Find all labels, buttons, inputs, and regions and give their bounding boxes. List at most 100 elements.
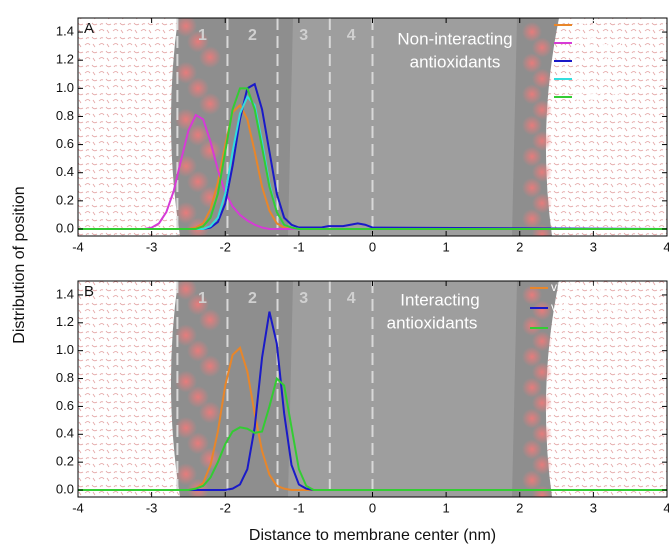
headgroup — [522, 84, 542, 105]
headgroup — [522, 408, 542, 429]
y-tick-label: 0.8 — [56, 108, 74, 123]
legend-label: vitE [+quercetin] — [551, 300, 637, 314]
membrane-core — [288, 281, 517, 497]
headgroup — [175, 416, 197, 439]
region-label: 3 — [299, 290, 308, 307]
headgroup — [199, 447, 221, 470]
headgroup — [199, 92, 221, 115]
series-line — [78, 311, 667, 492]
headgroup — [532, 362, 552, 383]
region-label: 2 — [248, 27, 257, 44]
y-tick-label: 1.4 — [56, 24, 74, 39]
headgroup — [175, 324, 197, 347]
x-tick-label: -2 — [219, 239, 231, 254]
headgroup — [199, 46, 221, 69]
headgroup — [532, 162, 552, 183]
headgroup — [187, 77, 209, 100]
headgroup — [532, 423, 552, 444]
headgroup — [532, 331, 552, 352]
region-label: 2 — [248, 290, 257, 307]
y-tick-label: 1.4 — [56, 286, 74, 301]
y-tick-label: 0.2 — [56, 192, 74, 207]
x-axis-label: Distance to membrane center (nm) — [249, 527, 496, 544]
headgroup — [187, 124, 209, 146]
headgroup — [522, 315, 542, 336]
headgroup — [522, 115, 542, 136]
y-tick-label: 0.0 — [56, 481, 74, 496]
headgroup — [522, 53, 542, 74]
annotation: antioxidants — [387, 313, 478, 332]
legend-label: vitC [+vitE] — [551, 280, 609, 294]
legend-label: vitE OH — [575, 53, 616, 67]
x-tick-label: 2 — [516, 239, 523, 254]
headgroup — [175, 201, 197, 224]
headgroup — [187, 432, 209, 455]
headgroup — [199, 308, 221, 331]
x-tick-label: 2 — [516, 500, 523, 515]
region-label: 3 — [299, 27, 308, 44]
y-tick-label: 1.0 — [56, 342, 74, 357]
headgroup — [522, 470, 542, 491]
headgroup — [522, 177, 542, 198]
annotation: Interacting — [400, 290, 479, 309]
y-tick-label: 1.2 — [56, 52, 74, 67]
region-label: 4 — [347, 290, 356, 307]
headgroup — [175, 370, 197, 393]
x-tick-label: 3 — [590, 500, 597, 515]
headgroup — [522, 146, 542, 167]
x-tick-label: -4 — [72, 239, 84, 254]
headgroup — [532, 485, 552, 497]
x-tick-label: 4 — [663, 500, 669, 515]
headgroup — [187, 386, 209, 408]
panel-label: B — [84, 283, 94, 300]
headgroup — [187, 293, 209, 316]
plot-area: 1 2 3 4 — [78, 281, 667, 497]
y-tick-label: 1.2 — [56, 314, 74, 329]
series-line — [78, 376, 667, 492]
x-tick-label: -3 — [146, 500, 158, 515]
headgroup — [532, 68, 552, 89]
headgroup — [532, 393, 552, 413]
y-tick-label: 1.0 — [56, 80, 74, 95]
headgroup — [532, 224, 552, 236]
series-line — [78, 87, 667, 230]
annotation: Non-interacting — [397, 29, 512, 48]
x-tick-label: 4 — [663, 239, 669, 254]
x-tick-label: 1 — [443, 239, 450, 254]
headgroup — [522, 439, 542, 460]
y-tick-label: 0.8 — [56, 370, 74, 385]
x-tick-label: 1 — [443, 500, 450, 515]
y-tick-label: 0.6 — [56, 136, 74, 151]
headgroup — [532, 131, 552, 151]
y-tick-label: 0.0 — [56, 220, 74, 235]
x-tick-label: -1 — [293, 500, 305, 515]
headgroup — [187, 30, 209, 53]
headgroup — [199, 401, 221, 424]
headgroup — [175, 463, 197, 486]
headgroup — [199, 355, 221, 378]
headgroup — [532, 37, 552, 58]
legend-label: vitE O° — [575, 71, 613, 85]
headgroup — [532, 300, 552, 321]
legend-label: vitC — [575, 17, 596, 31]
headgroup — [532, 193, 552, 214]
membrane-core — [288, 18, 517, 236]
x-tick-label: 0 — [369, 500, 376, 515]
panel-label: A — [84, 20, 94, 37]
headgroup — [187, 339, 209, 362]
y-tick-label: 0.4 — [56, 426, 74, 441]
x-tick-label: -1 — [293, 239, 305, 254]
y-tick-label: 0.2 — [56, 454, 74, 469]
x-tick-label: -4 — [72, 500, 84, 515]
headgroup — [522, 22, 542, 42]
y-tick-label: 0.4 — [56, 164, 74, 179]
headgroup — [175, 281, 197, 300]
region-label: 4 — [347, 27, 356, 44]
plot-area: 1 2 3 4 — [78, 18, 667, 236]
headgroup — [175, 61, 197, 84]
x-tick-label: 0 — [369, 239, 376, 254]
headgroup — [187, 170, 209, 193]
legend-label: quercetin [+vitE] — [551, 320, 637, 334]
headgroup — [522, 285, 542, 305]
